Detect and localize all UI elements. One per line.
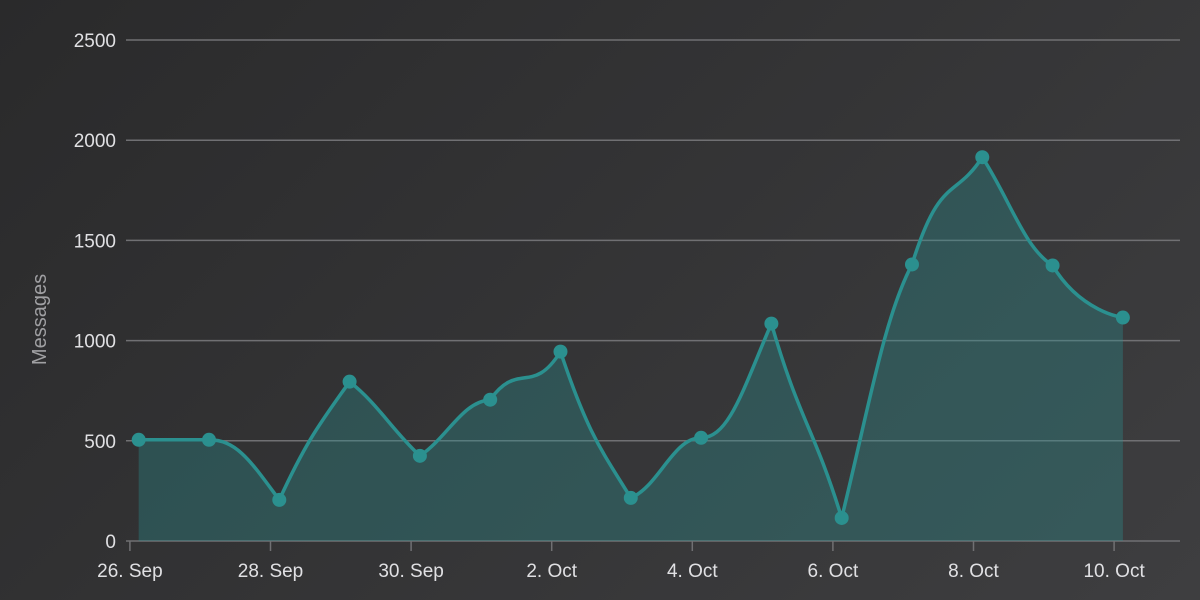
data-point <box>1115 310 1130 325</box>
x-tick-label: 6. Oct <box>808 561 859 582</box>
data-point <box>201 432 216 447</box>
x-tick-label: 10. Oct <box>1083 561 1145 582</box>
grid-lines <box>126 39 1180 542</box>
y-axis-title: Messages <box>29 274 51 365</box>
series-line <box>136 155 1125 520</box>
y-tick-label-1500: 1500 <box>74 231 116 252</box>
data-point <box>904 257 919 272</box>
data-point <box>834 510 849 525</box>
y-tick-label-2500: 2500 <box>74 31 116 52</box>
x-tick-label: 4. Oct <box>667 561 718 582</box>
x-tick-label: 2. Oct <box>526 561 577 582</box>
data-point <box>342 374 357 389</box>
data-point <box>694 430 709 445</box>
data-point <box>131 432 146 447</box>
x-axis: 26. Sep 28. Sep 30. Sep 2. Oct 4. Oct 6. Oct 8… <box>97 541 1145 582</box>
data-point <box>272 492 287 507</box>
data-point <box>553 344 568 359</box>
y-axis: 0 500 1000 1500 2000 2500 <box>74 31 116 553</box>
x-tick-label: 28. Sep <box>238 561 304 582</box>
y-tick-label-2000: 2000 <box>74 131 116 152</box>
series-area <box>136 155 1125 541</box>
data-point <box>1045 258 1060 273</box>
data-point <box>764 316 779 331</box>
x-tick-label: 26. Sep <box>97 561 163 582</box>
y-tick-label-0: 0 <box>105 532 116 553</box>
x-tick-label: 8. Oct <box>948 561 999 582</box>
series-area-fill <box>138 157 1123 541</box>
data-points <box>131 150 1130 525</box>
data-point <box>623 490 638 505</box>
data-point <box>483 392 498 407</box>
data-point <box>975 150 990 165</box>
y-tick-label-500: 500 <box>84 432 116 453</box>
x-tick-label: 30. Sep <box>378 561 444 582</box>
data-point <box>412 448 427 463</box>
y-tick-label-1000: 1000 <box>74 332 116 353</box>
